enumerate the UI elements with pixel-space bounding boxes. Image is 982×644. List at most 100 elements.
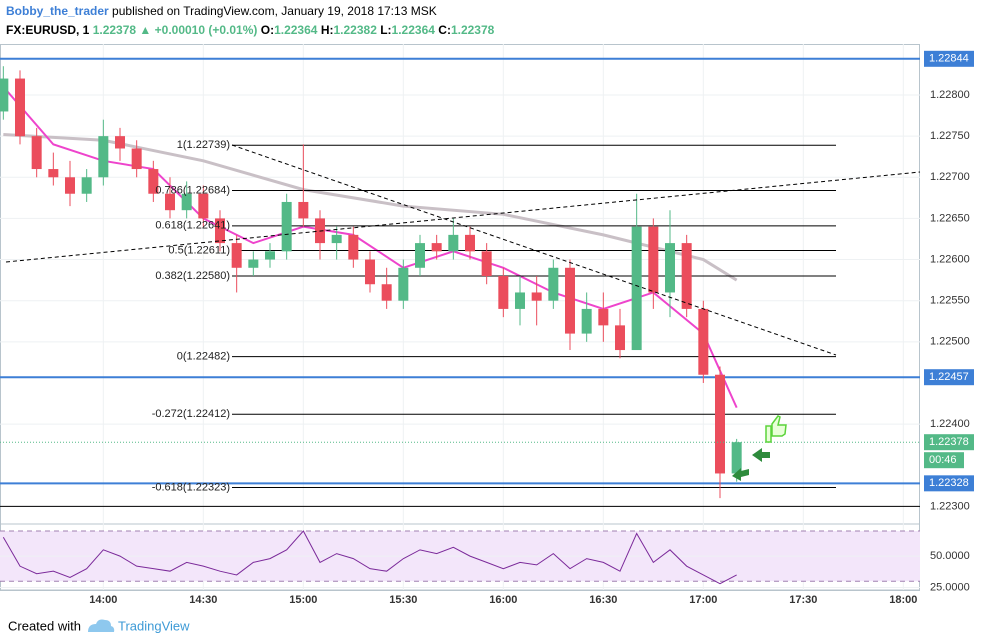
- fib-label: 0.786(1.22684): [155, 184, 230, 196]
- x-tick-label: 16:30: [589, 594, 617, 606]
- trendline[interactable]: [231, 144, 837, 356]
- y-tick-label: 1.22750: [930, 130, 970, 142]
- price-label-box: [924, 50, 974, 67]
- countdown: 00:46: [929, 454, 957, 466]
- candle-body: [131, 148, 142, 170]
- price-label: 1.22328: [929, 477, 969, 489]
- rsi-line: [2, 530, 737, 585]
- header-line: Bobby_the_trader published on TradingVie…: [6, 4, 437, 18]
- countdown-box: [924, 452, 964, 469]
- price-label-box: [924, 369, 974, 386]
- candle-body: [298, 201, 309, 219]
- author[interactable]: Bobby_the_trader: [6, 4, 109, 18]
- candle-body: [481, 251, 492, 277]
- candle-body: [48, 169, 59, 178]
- symbol-line: FX:EURUSD, 1 1.22378 ▲ +0.00010 (+0.01%)…: [6, 23, 494, 37]
- candle-body: [598, 308, 609, 326]
- published: published on TradingView.com, January 19…: [112, 4, 437, 18]
- thumbs-up-icon: [765, 415, 787, 443]
- candle-body: [648, 226, 659, 293]
- l-label: L:: [380, 23, 392, 37]
- candle-body: [198, 193, 209, 219]
- y-tick-label: 1.22400: [930, 418, 970, 430]
- candle-body: [81, 177, 92, 194]
- x-tick-label: 17:30: [789, 594, 817, 606]
- footer-created: Created with: [8, 618, 81, 633]
- candle-body: [281, 201, 292, 252]
- candle-body: [548, 267, 559, 301]
- l-value: 1.22364: [391, 23, 435, 37]
- arrow-icon: [752, 448, 770, 462]
- candle-body: [665, 243, 675, 293]
- y-tick-label: 1.22800: [930, 89, 970, 101]
- h-label: H:: [320, 23, 334, 37]
- candle-body: [231, 243, 242, 268]
- o-value: 1.22364: [274, 23, 318, 37]
- c-value: 1.22378: [450, 23, 495, 37]
- candle-body: [465, 234, 475, 252]
- candle-body: [181, 193, 192, 211]
- candle-body: [681, 243, 692, 309]
- candle-body: [115, 136, 125, 149]
- y-tick-label: 1.22500: [930, 336, 970, 348]
- candle-body: [448, 234, 459, 252]
- y-tick-label: 1.22700: [930, 171, 970, 183]
- candle-body: [31, 136, 42, 170]
- x-tick-label: 17:00: [689, 594, 717, 606]
- candle-body: [581, 308, 592, 334]
- x-tick-label: 18:00: [889, 594, 917, 606]
- candle-body: [98, 136, 109, 178]
- footer-brand[interactable]: TradingView: [118, 618, 190, 633]
- candle-body: [431, 243, 442, 252]
- frame: [0, 44, 920, 591]
- candle-body: [531, 292, 542, 301]
- fib-label: 0.618(1.22641): [155, 220, 230, 232]
- candle-body: [698, 308, 709, 375]
- candle-body: [498, 276, 509, 309]
- fib-label: -0.618(1.22323): [152, 481, 230, 493]
- c-label: C:: [438, 23, 451, 37]
- h-value: 1.22382: [333, 23, 377, 37]
- price-label: 1.22844: [929, 53, 969, 65]
- y-tick-label: 1.22300: [930, 500, 970, 512]
- fib-label: 0.382(1.22580): [155, 270, 230, 282]
- candle-body: [415, 243, 425, 268]
- y-tick-label: 1.22600: [930, 253, 970, 265]
- candle-body: [265, 251, 275, 260]
- x-tick-label: 15:30: [389, 594, 417, 606]
- candle-body: [615, 325, 625, 351]
- fib-label: 1(1.22739): [177, 139, 230, 151]
- candle-body: [331, 234, 342, 244]
- moving-average: [2, 86, 738, 409]
- candle-body: [15, 78, 25, 137]
- o-label: O:: [260, 23, 275, 37]
- candle-body: [381, 284, 392, 301]
- x-tick-label: 16:00: [489, 594, 517, 606]
- candle-body: [148, 169, 159, 194]
- price-label: 1.22457: [929, 371, 969, 383]
- candle-body: [365, 259, 375, 285]
- fib-label: 0(1.22482): [177, 351, 230, 363]
- candle-body: [165, 193, 175, 211]
- y-tick-label: 1.22650: [930, 212, 970, 224]
- last: 1.22378: [92, 23, 137, 37]
- rsi-tick-label: 25.0000: [930, 581, 970, 593]
- x-tick-label: 15:00: [289, 594, 317, 606]
- candle-body: [515, 292, 525, 309]
- fib-label: 0.5(1.22611): [168, 244, 230, 256]
- logo: [88, 619, 115, 632]
- fib-label: -0.272(1.22412): [152, 408, 230, 420]
- candle-body: [731, 442, 742, 474]
- price-label-box: [924, 475, 974, 492]
- candle-body: [65, 177, 75, 194]
- x-tick-label: 14:30: [189, 594, 217, 606]
- rsi-tick-label: 50.0000: [930, 550, 970, 562]
- candle-body: [348, 234, 359, 260]
- y-tick-label: 1.22550: [930, 295, 970, 307]
- candle-body: [631, 226, 642, 351]
- trendline[interactable]: [5, 171, 921, 263]
- candle-body: [715, 374, 725, 474]
- candle-body: [565, 267, 575, 334]
